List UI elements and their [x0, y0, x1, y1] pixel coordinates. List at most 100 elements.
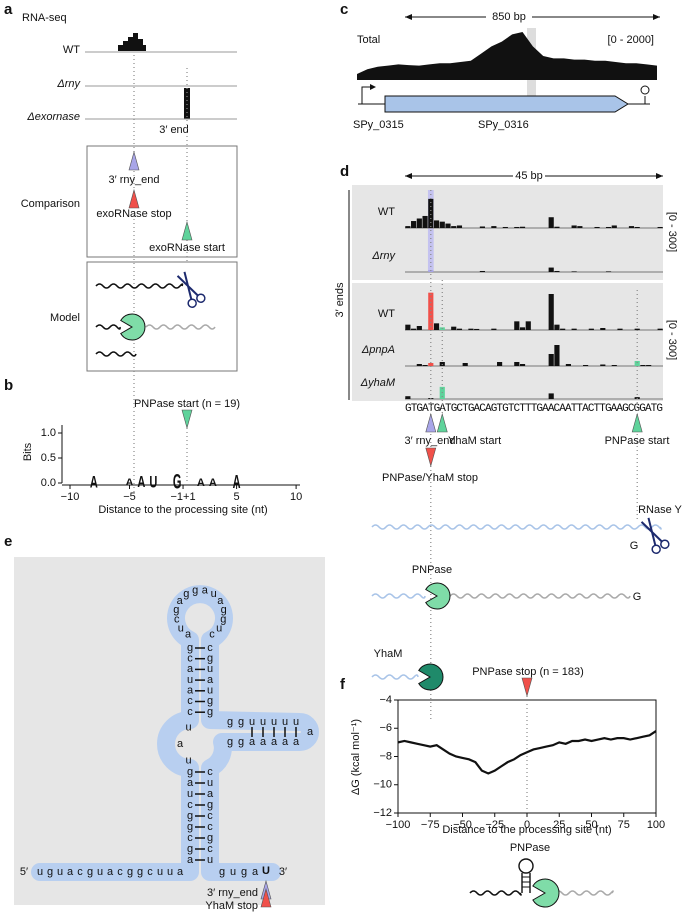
nucleotide: u	[57, 866, 63, 878]
marker-triangle	[128, 150, 140, 171]
rna-strand	[469, 890, 522, 896]
y-tick-label: 0.0	[41, 477, 56, 489]
nucleotide: g	[238, 716, 244, 728]
bar	[462, 363, 468, 366]
bar	[428, 363, 434, 366]
bar	[634, 361, 640, 366]
bar	[491, 328, 497, 330]
annotation: 3′ rny_end	[405, 435, 456, 447]
nucleotide: c	[207, 843, 213, 855]
track-label: WT	[378, 308, 395, 320]
nucleotide: g	[183, 588, 189, 600]
bar	[640, 365, 646, 366]
y-tick-label: 1.0	[41, 427, 56, 439]
axis-title: Distance to the processing site (nt)	[442, 824, 611, 836]
x-tick-label: −75	[421, 819, 440, 831]
exonuclease	[425, 582, 451, 610]
nucleotide: g	[207, 653, 213, 665]
rna-strand	[554, 890, 614, 896]
bar	[451, 226, 457, 228]
annotation: 3′ end	[159, 124, 189, 136]
coverage-area	[357, 32, 657, 80]
logo-letter: A	[126, 478, 134, 488]
nucleotide: a	[107, 866, 114, 878]
bar	[456, 328, 463, 330]
annotation: PNPase/YhaM stop	[382, 472, 478, 484]
rna-strand	[371, 674, 419, 680]
coverage-bar	[133, 33, 138, 51]
annotation: 3′ rny_end	[207, 887, 258, 899]
bar	[571, 328, 577, 330]
bar	[514, 226, 520, 228]
exonuclease	[120, 313, 146, 341]
nucleotide: u	[207, 685, 213, 697]
nucleotide: c	[187, 695, 193, 707]
x-tick-label: 50	[585, 819, 597, 831]
bar	[605, 271, 612, 272]
axis-title: Distance to the processing site (nt)	[98, 504, 267, 516]
nucleotide: u	[167, 866, 173, 878]
bar	[605, 226, 612, 228]
coverage-bar	[138, 39, 143, 51]
bar	[405, 396, 411, 399]
track-label: WT	[378, 206, 395, 218]
nucleotide: u	[185, 754, 191, 766]
bar	[439, 221, 445, 228]
bar	[565, 364, 571, 366]
exonuclease	[532, 878, 560, 908]
enzyme-label: YhaM	[374, 648, 403, 660]
nucleotide: u	[249, 716, 255, 728]
terminator	[640, 85, 650, 104]
nucleotide: u	[157, 866, 163, 878]
panel-label: d	[340, 163, 349, 180]
sequence: GTGATGATGCTGACAGTGTCTTTGAACAATTACTTGAAGC…	[405, 403, 663, 415]
annotation: PNPase start (n = 19)	[134, 398, 240, 410]
y-tick-label: −12	[373, 807, 392, 819]
annotation: exoRNase stop	[96, 208, 171, 220]
nucleotide: u	[216, 622, 222, 634]
annotation: PNPase stop (n = 183)	[472, 666, 584, 678]
bar	[571, 225, 577, 228]
nucleotide: u	[211, 588, 217, 600]
nucleotide: c	[187, 832, 193, 844]
coverage-bar	[143, 45, 146, 51]
bar	[594, 226, 600, 228]
scissors	[640, 517, 670, 554]
nucleotide: a	[187, 685, 194, 697]
label-background	[513, 169, 545, 183]
marker-triangle	[425, 447, 437, 468]
nucleotide: u	[187, 788, 193, 800]
gene	[384, 95, 629, 113]
model-box	[86, 261, 238, 372]
panel-label: b	[4, 377, 13, 394]
annotation: YhaM stop	[205, 900, 258, 912]
bar	[548, 267, 554, 272]
marker-triangle	[436, 412, 448, 433]
bar	[548, 294, 554, 330]
rna-strand	[371, 593, 426, 599]
x-tick-label: 75	[618, 819, 630, 831]
bar	[571, 271, 577, 272]
rna-strand	[449, 593, 631, 599]
nucleotide: c	[117, 866, 123, 878]
nucleotide: g	[207, 832, 213, 844]
logo-letter: A	[90, 472, 98, 491]
annotation: YhaM start	[448, 435, 501, 447]
range-label: [0 - 300]	[666, 320, 678, 360]
nucleotide: u	[293, 716, 299, 728]
x-tick-label: −10	[61, 491, 80, 503]
nucleotide: u	[207, 854, 213, 866]
bar	[617, 328, 623, 330]
bar	[519, 364, 526, 366]
coverage-bar	[123, 41, 128, 51]
nucleotide: c	[77, 866, 83, 878]
nucleotide: a	[249, 736, 256, 748]
logo-letter: G	[173, 470, 182, 494]
bar	[445, 223, 451, 228]
axis-title: Bits	[22, 442, 34, 461]
range-label: [0 - 300]	[666, 212, 678, 252]
bar	[479, 226, 485, 228]
bar	[468, 328, 474, 330]
nucleotide: u	[187, 674, 193, 686]
track-label: ΔpnpA	[361, 344, 395, 356]
